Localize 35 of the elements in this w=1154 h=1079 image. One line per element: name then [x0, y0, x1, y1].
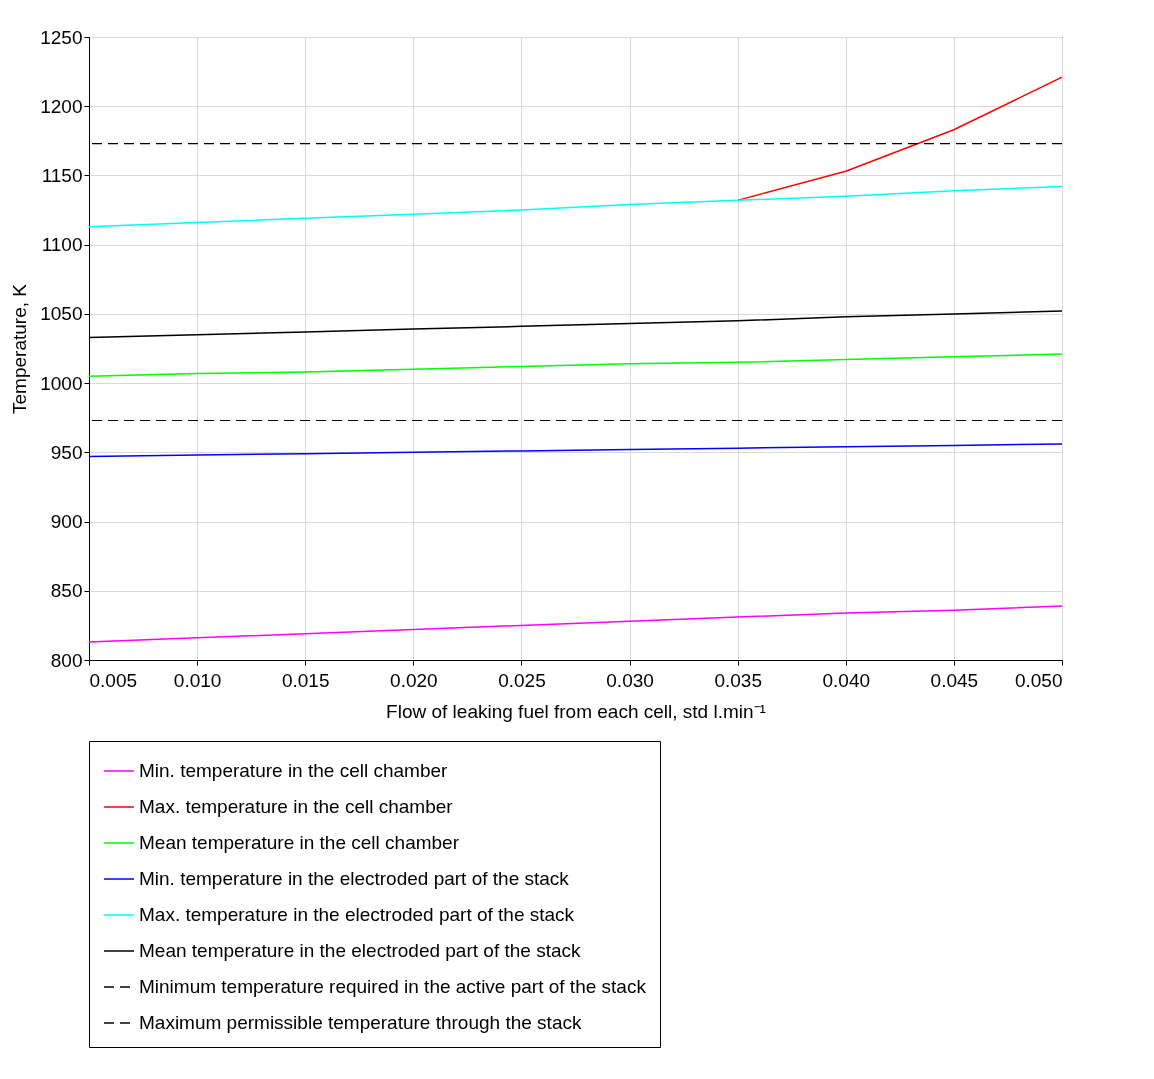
y-axis-title: Temperature, K: [9, 283, 31, 414]
legend-label: Maximum permissible temperature through the stack: [139, 1012, 582, 1033]
line-series: [89, 443, 1062, 458]
y-tick-label: 1100: [41, 234, 83, 256]
x-axis-title: Flow of leaking fuel from each cell, std l.min⁻¹: [386, 700, 766, 722]
y-tick-label: 950: [50, 441, 83, 463]
y-tick-label: 1200: [40, 95, 83, 117]
x-tick-label: 0.010: [173, 669, 222, 691]
y-tick-label: 1250: [40, 26, 83, 48]
x-tick-label: 0.050: [1014, 669, 1063, 691]
legend-label: Mean temperature in the cell chamber: [139, 832, 460, 853]
legend-label: Max. temperature in the cell chamber: [139, 796, 454, 817]
x-tick-label: 0.005: [89, 669, 138, 691]
x-tick-label: 0.015: [281, 669, 330, 691]
x-tick-label: 0.020: [390, 669, 438, 691]
line-series: [89, 605, 1062, 643]
legend-label: Min. temperature in the electroded part of the stack: [139, 868, 570, 889]
x-tick-label: 0.025: [498, 669, 546, 691]
x-tick-label: 0.035: [714, 669, 762, 691]
x-tick-label: 0.040: [822, 669, 871, 691]
legend-label: Mean temperature in the electroded part of the stack: [139, 940, 581, 961]
legend-label: Minimum temperature required in the active part of the stack: [139, 976, 647, 997]
legend-label: Min. temperature in the cell chamber: [139, 760, 449, 781]
line-series: [89, 353, 1062, 377]
x-tick-label: 0.045: [930, 669, 979, 691]
y-tick-label: 900: [50, 511, 83, 533]
y-tick-label: 1150: [41, 164, 83, 186]
legend-label: Max. temperature in the electroded part of the stack: [139, 904, 575, 925]
y-tick-label: 1050: [40, 303, 83, 325]
y-tick-label: 800: [50, 649, 83, 671]
x-tick-label: 0.030: [606, 669, 654, 691]
y-tick-label: 850: [50, 580, 83, 602]
line-series: [89, 185, 1062, 228]
line-series: [736, 76, 1062, 202]
y-tick-label: 1000: [40, 372, 83, 394]
